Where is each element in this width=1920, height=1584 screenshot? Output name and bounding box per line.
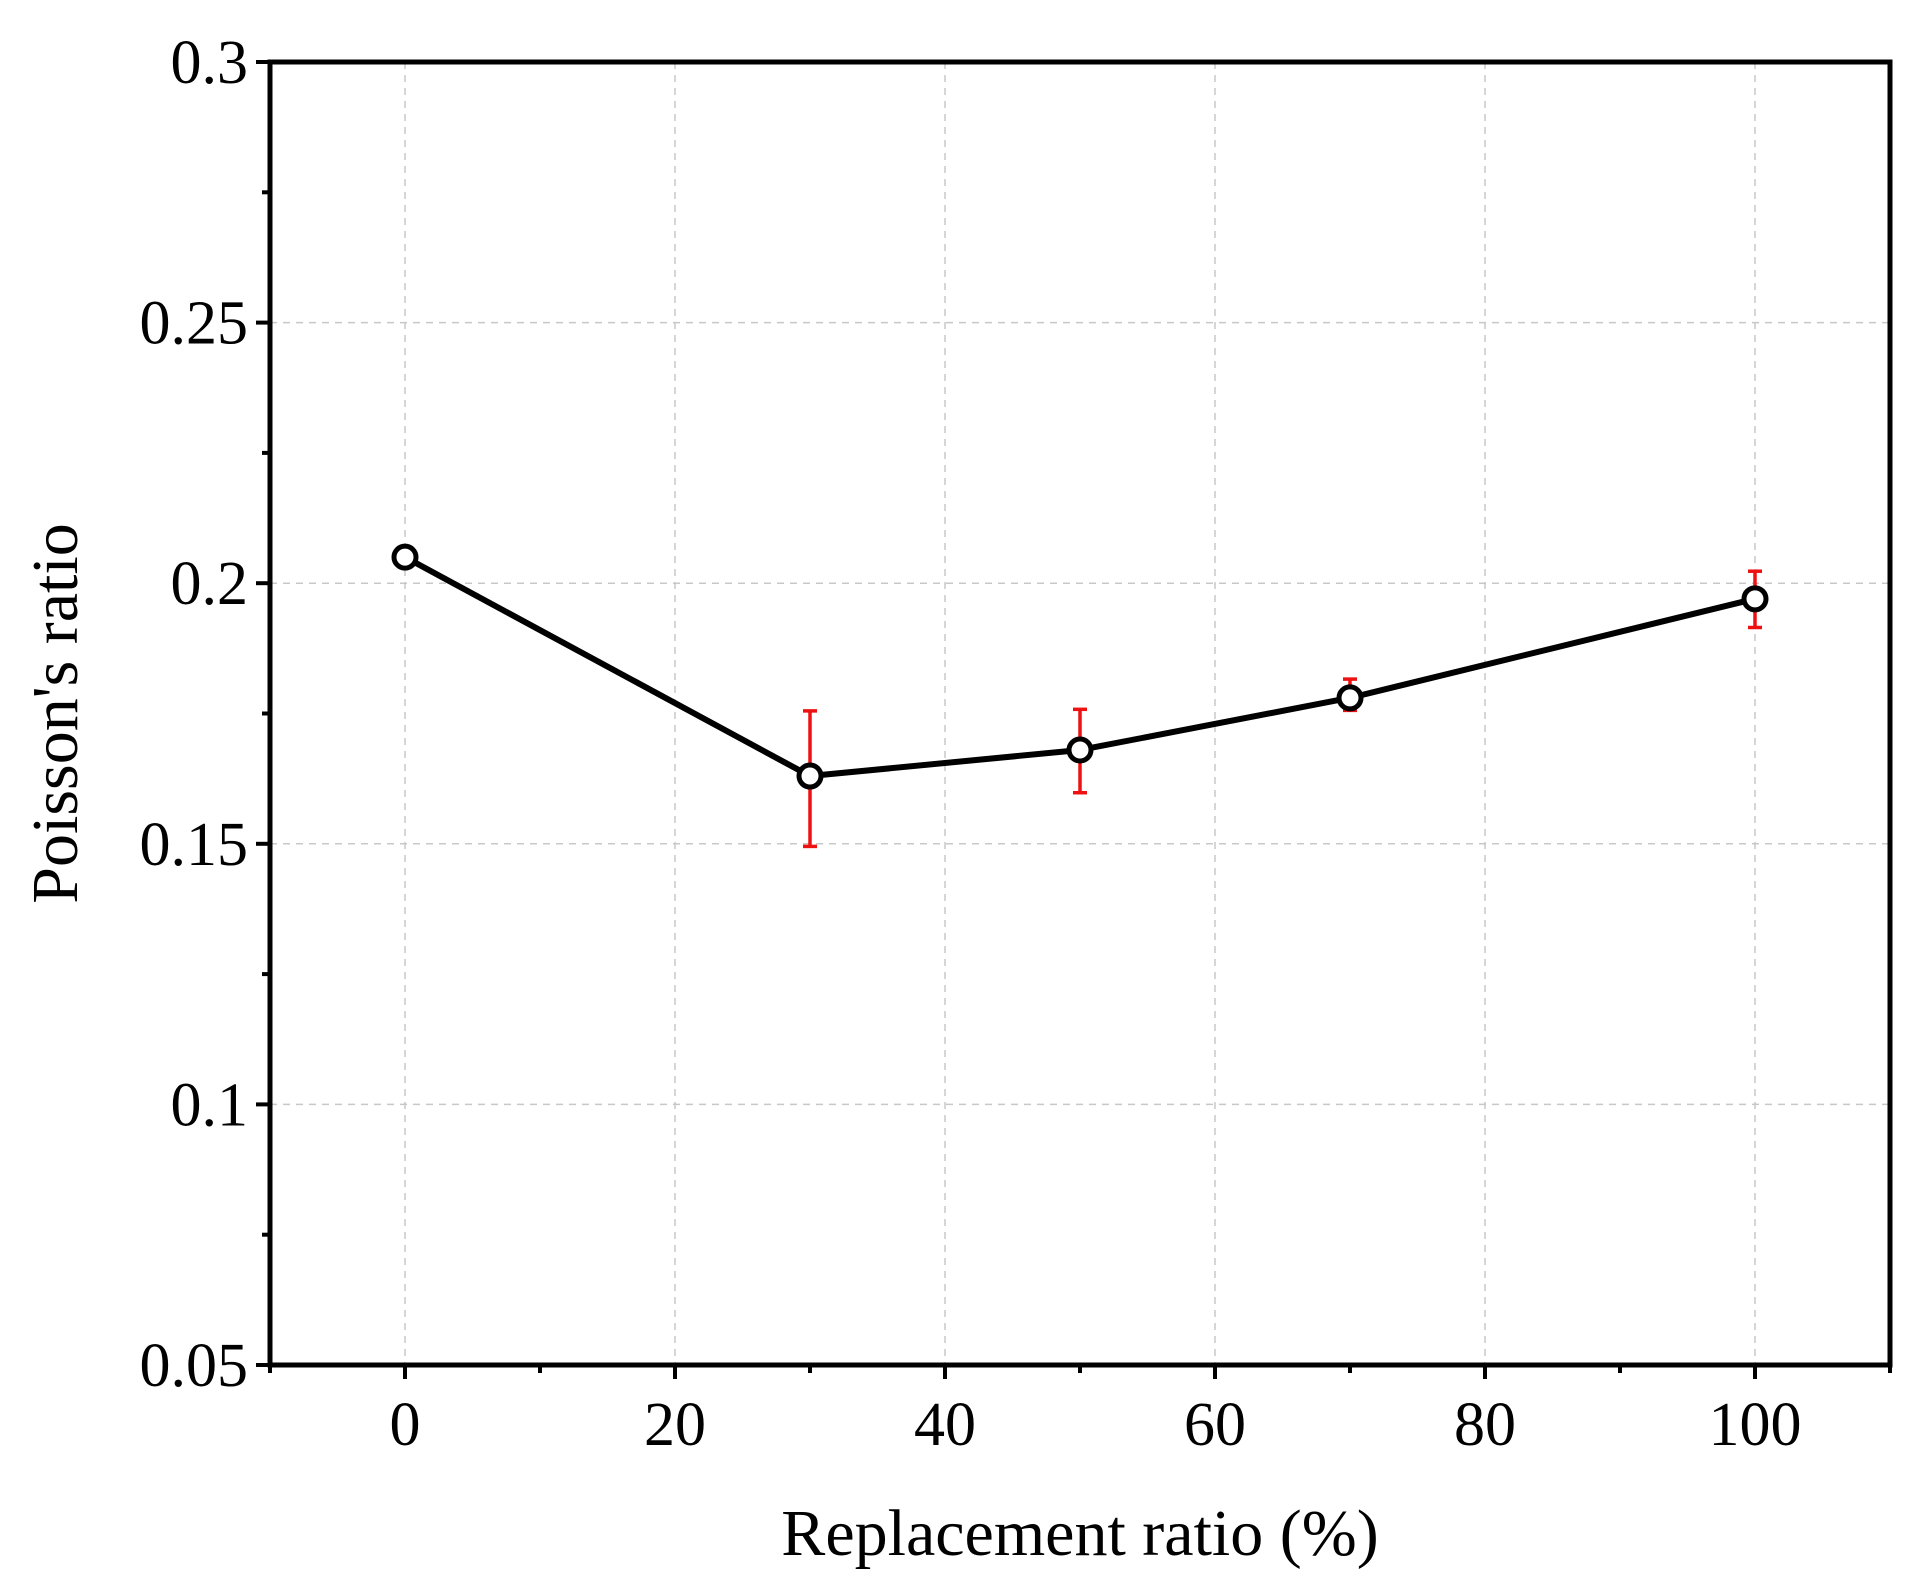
grid-lines <box>270 62 1890 1365</box>
y-tick-label-5: 0.3 <box>171 29 249 97</box>
axis-ticks <box>256 60 1892 1379</box>
x-axis-title: Replacement ratio (%) <box>781 1497 1378 1570</box>
x-tick-label-4: 80 <box>1454 1391 1516 1459</box>
y-tick-label-4: 0.25 <box>140 290 249 358</box>
data-markers <box>391 543 1769 790</box>
data-point-0-3 <box>1336 684 1364 712</box>
x-tick-label-2: 40 <box>914 1391 976 1459</box>
x-tick-label-5: 100 <box>1709 1391 1802 1459</box>
data-point-0-0 <box>391 543 419 571</box>
y-axis-title: Poisson's ratio <box>19 523 92 903</box>
y-tick-label-3: 0.2 <box>171 550 249 618</box>
y-tick-label-2: 0.15 <box>140 811 249 879</box>
error-bars <box>398 547 1762 849</box>
tick-labels: 0 20 40 60 80 100 0.05 0.1 0.15 0.2 0.25 0.3 <box>140 29 1802 1459</box>
x-tick-label-0: 0 <box>390 1391 421 1459</box>
data-point-0-1 <box>796 762 824 790</box>
x-tick-label-1: 20 <box>644 1391 706 1459</box>
data-point-0-4 <box>1741 585 1769 613</box>
data-point-0-2 <box>1066 736 1094 764</box>
y-tick-label-1: 0.1 <box>171 1071 249 1139</box>
x-tick-label-3: 60 <box>1184 1391 1246 1459</box>
y-tick-label-0: 0.05 <box>140 1332 249 1400</box>
